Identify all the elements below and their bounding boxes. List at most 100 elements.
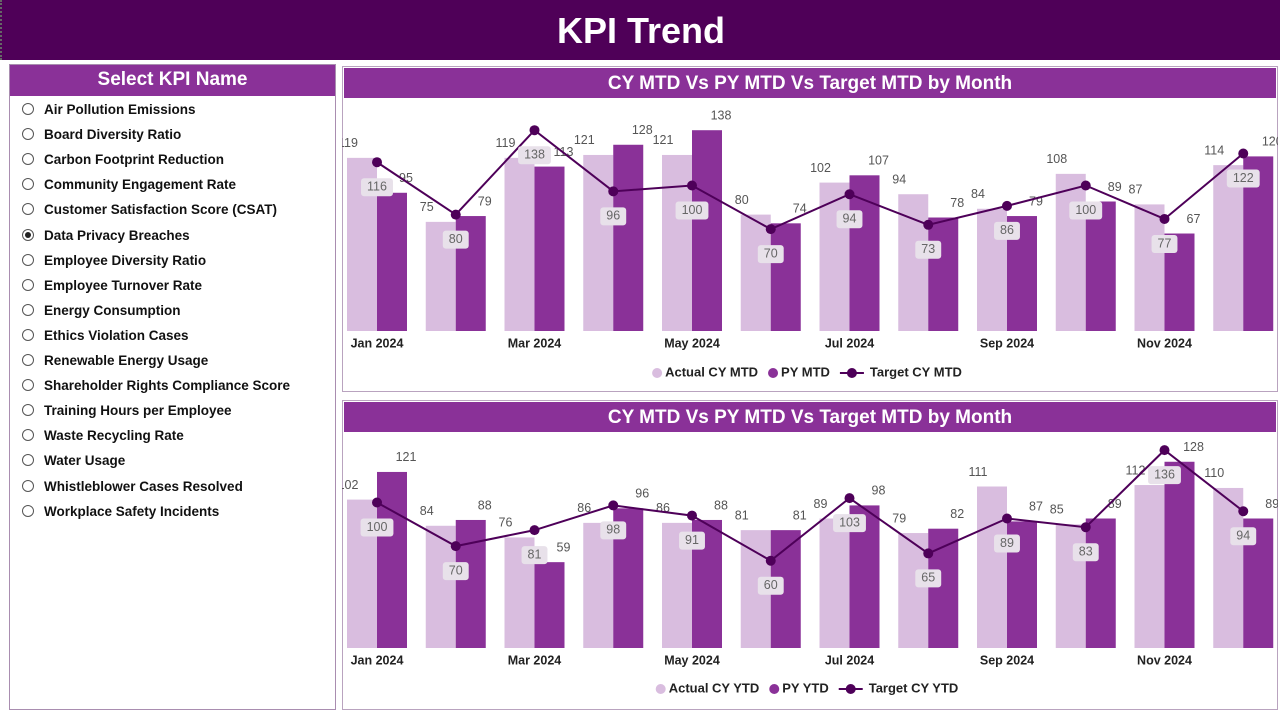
label-background (675, 201, 709, 220)
legend-marker (652, 368, 663, 378)
radio-button[interactable] (22, 203, 34, 216)
bar (613, 144, 644, 331)
bar (662, 154, 692, 331)
line-point (608, 186, 619, 197)
bar (928, 217, 959, 331)
data-label: 81 (793, 508, 807, 522)
bar (1085, 201, 1116, 331)
radio-button[interactable] (22, 103, 34, 115)
radio-button[interactable] (22, 379, 34, 392)
bar (377, 471, 407, 648)
data-label-box: 70 (442, 562, 469, 581)
option-label[interactable]: Community Engagement Rate (44, 177, 237, 193)
line-point (450, 209, 461, 220)
label-background (915, 569, 942, 588)
label-background (518, 146, 551, 165)
data-label-box: 81 (521, 546, 548, 565)
line-point (844, 493, 855, 504)
data-label: 110 (1204, 466, 1224, 480)
bar (770, 223, 801, 331)
bar (1055, 524, 1086, 648)
option-label[interactable]: Carbon Footprint Reduction (44, 152, 224, 168)
legend-label: Target CY MTD (870, 364, 962, 379)
bar (1213, 165, 1244, 331)
option-label[interactable]: Ethics Violation Cases (44, 327, 189, 343)
data-label: 60 (764, 578, 778, 592)
data-label: 108 (1046, 152, 1067, 166)
data-label: 100 (682, 203, 703, 217)
line-point (450, 541, 461, 552)
option-label[interactable]: Employee Turnover Rate (44, 277, 203, 293)
option-label[interactable]: Energy Consumption (44, 302, 181, 318)
option-label[interactable]: Board Diversity Ratio (44, 127, 182, 143)
data-label: 100 (367, 520, 388, 534)
radio-button[interactable] (22, 128, 34, 141)
bar (377, 192, 407, 331)
radio-button[interactable] (22, 504, 34, 517)
chart: CY MTD Vs PY MTD Vs Target MTD by Month 1… (342, 400, 1278, 710)
data-label: 121 (574, 133, 595, 147)
label-background (757, 576, 784, 595)
radio-button[interactable] (22, 328, 34, 341)
option-label[interactable]: Renewable Energy Usage (44, 353, 209, 368)
line-point (529, 125, 540, 136)
option-label[interactable]: Air Pollution Emissions (44, 102, 196, 117)
radio-button[interactable] (22, 404, 34, 417)
legend-marker (769, 684, 780, 694)
label-background (1148, 466, 1181, 485)
chart-title: CY MTD Vs PY MTD Vs Target MTD by Month (608, 407, 1012, 428)
radio-button[interactable] (22, 278, 34, 291)
data-label: 122 (1233, 171, 1254, 185)
data-label: 76 (499, 516, 513, 530)
label-background (521, 546, 548, 565)
data-label: 84 (971, 187, 985, 201)
option-label[interactable]: Employee Diversity Ratio (44, 252, 207, 268)
radio-button[interactable] (22, 454, 34, 467)
data-label-box: 116 (361, 178, 393, 197)
data-label-box: 103 (833, 514, 866, 533)
radio-button[interactable] (22, 303, 34, 316)
radio-button[interactable] (22, 429, 34, 442)
data-label: 81 (528, 547, 542, 561)
line-point (1002, 513, 1012, 524)
option-label[interactable]: Customer Satisfaction Score (CSAT) (44, 202, 278, 218)
bar (1134, 485, 1165, 648)
option-label[interactable]: Whistleblower Cases Resolved (44, 478, 243, 494)
data-label: 89 (1108, 497, 1122, 511)
data-label: 79 (478, 194, 492, 208)
data-label-box: 89 (994, 534, 1020, 553)
bar (504, 157, 535, 331)
data-label: 82 (950, 507, 964, 521)
option-label[interactable]: Data Privacy Breaches (44, 227, 190, 243)
radio-button[interactable] (22, 479, 34, 492)
radio-button[interactable] (22, 153, 34, 166)
data-label-box: 65 (915, 569, 942, 588)
legend-label: Actual CY YTD (669, 680, 760, 695)
x-tick-label: Mar 2024 (508, 653, 562, 667)
radio-button[interactable] (22, 228, 34, 241)
option-label[interactable]: Waste Recycling Rate (44, 428, 184, 444)
label-background (442, 230, 469, 249)
label-background (600, 207, 627, 226)
label-background (360, 518, 394, 537)
data-label-box: 96 (600, 207, 627, 226)
data-label: 96 (606, 209, 620, 223)
radio-button[interactable] (22, 253, 34, 266)
option-label[interactable]: Training Hours per Employee (44, 403, 232, 419)
bar (1213, 487, 1244, 648)
radio-button[interactable] (22, 178, 34, 191)
radio-button[interactable] (22, 354, 34, 366)
line-point (1159, 213, 1170, 224)
data-label-box: 73 (915, 240, 942, 259)
bar (1085, 518, 1116, 648)
bar (849, 175, 880, 331)
data-label: 96 (635, 487, 649, 501)
data-label: 91 (685, 533, 699, 547)
legend-label: PY MTD (781, 364, 830, 379)
option-label[interactable]: Water Usage (44, 453, 126, 469)
x-tick-label: Nov 2024 (1137, 336, 1192, 350)
line-point (1080, 180, 1091, 191)
option-label[interactable]: Shareholder Rights Compliance Score (44, 378, 291, 394)
option-label[interactable]: Workplace Safety Incidents (44, 503, 220, 519)
